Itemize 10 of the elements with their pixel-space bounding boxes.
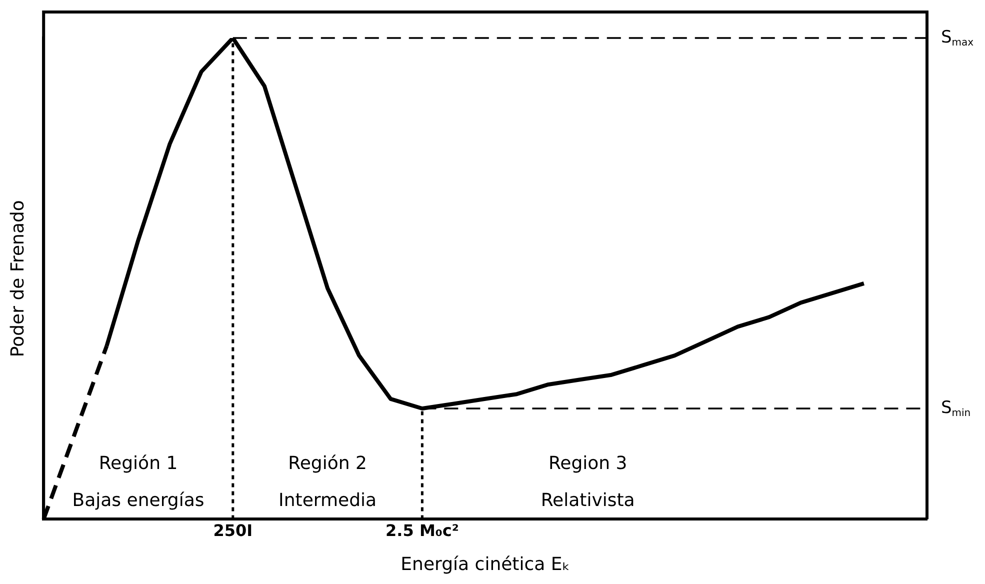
x-tick-label: 250I [213, 520, 253, 540]
x-tick-label: 2.5 M₀c² [386, 520, 459, 540]
annotation: Region 3 [548, 452, 628, 474]
annotation: Relativista [540, 490, 635, 511]
annotation: Intermedia [278, 490, 377, 511]
annotation: Bajas energías [72, 490, 204, 511]
annotation: Región 1 [98, 452, 178, 474]
x-axis-title: Energía cinética Eₖ [400, 554, 570, 575]
annotation: Región 2 [288, 452, 367, 474]
y-axis-title: Poder de Frenado [7, 200, 28, 358]
